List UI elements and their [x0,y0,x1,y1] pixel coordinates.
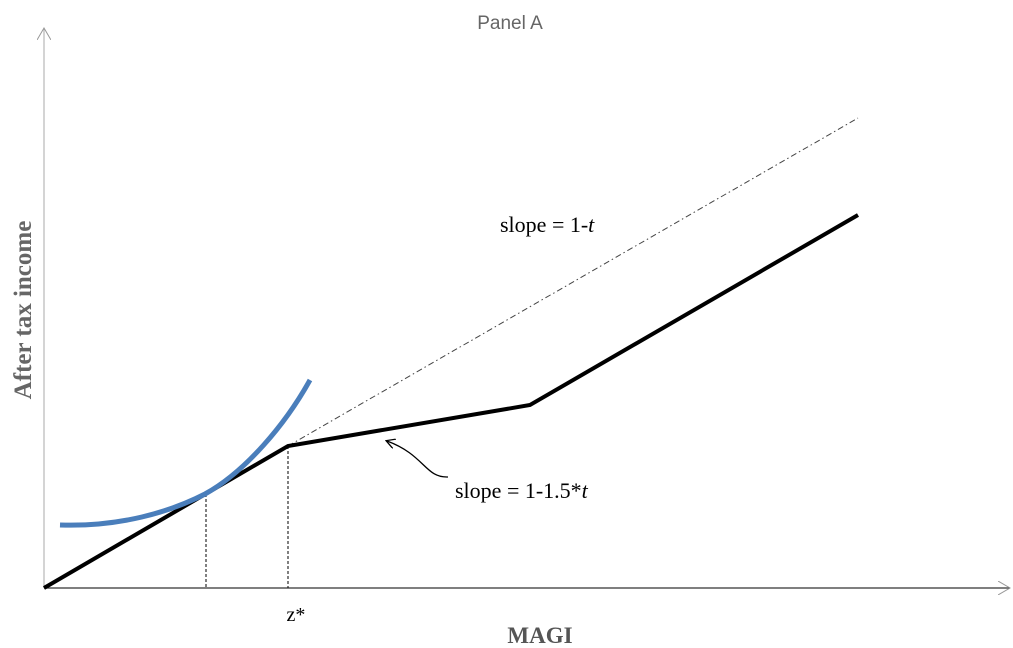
untaxed-line [287,117,859,447]
indifference-curve [59,378,313,528]
slope-text: slope = 1- [500,212,588,237]
budget-line [42,213,860,590]
x-marker-label: z* [287,604,306,626]
pointer-arrow [387,441,449,478]
slope-text: slope = 1-1.5* [455,478,582,503]
y-axis-label: After tax income [10,221,37,400]
slope-annotation: slope = 1-t [500,212,595,237]
slope-variable: t [582,478,589,503]
panel-title: Panel A [477,13,543,34]
x-axis-label: MAGI [507,623,572,648]
slope-annotation: slope = 1-1.5*t [455,478,589,503]
slope-variable: t [588,212,595,237]
